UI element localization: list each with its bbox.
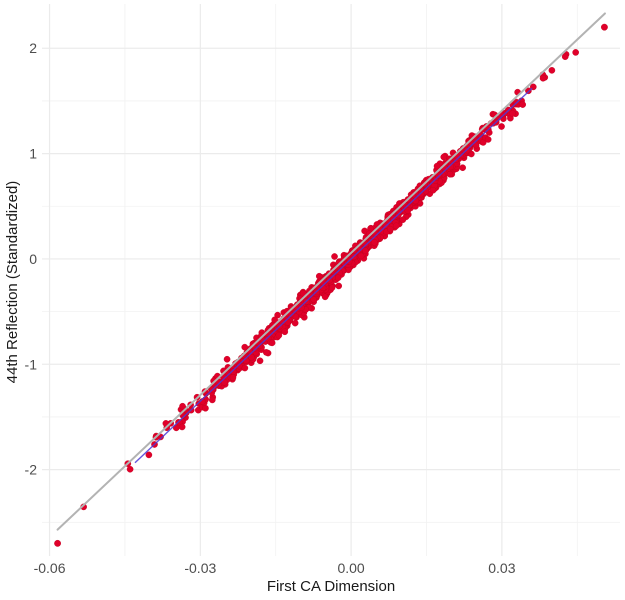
data-point — [334, 274, 342, 282]
x-axis-ticks: -0.06 -0.03 0.00 0.03 — [34, 560, 516, 576]
data-point — [539, 74, 547, 82]
outlier-point — [601, 23, 608, 31]
data-point — [223, 355, 231, 363]
y-tick-label: 1 — [29, 146, 37, 162]
data-point — [275, 331, 283, 339]
data-point — [274, 311, 281, 319]
data-point — [209, 396, 216, 404]
data-point — [291, 319, 299, 327]
data-point — [331, 253, 338, 260]
x-tick-label: 0.00 — [337, 560, 364, 576]
data-point — [440, 153, 448, 161]
trend-line-inner — [134, 87, 533, 464]
data-point — [561, 53, 569, 61]
y-tick-label: 0 — [29, 251, 37, 267]
data-point — [256, 357, 264, 365]
data-point — [202, 404, 209, 412]
data-point — [229, 368, 237, 375]
data-point — [404, 207, 412, 214]
data-point — [498, 123, 505, 130]
data-point — [399, 216, 407, 223]
data-point — [446, 170, 454, 178]
y-tick-label: -1 — [25, 356, 38, 372]
x-tick-label: -0.06 — [34, 560, 66, 576]
data-point — [263, 349, 270, 356]
major-gridlines — [42, 4, 620, 556]
data-point — [241, 343, 249, 351]
data-point — [328, 284, 336, 291]
data-point — [229, 374, 237, 381]
data-point — [126, 465, 134, 473]
data-point — [509, 110, 516, 117]
y-tick-label: -2 — [25, 462, 38, 478]
trend-line-outer — [56, 12, 606, 531]
data-point — [241, 364, 249, 372]
data-point — [281, 328, 289, 336]
x-tick-label: -0.03 — [184, 560, 216, 576]
minor-gridlines — [42, 4, 620, 556]
data-point — [429, 186, 437, 194]
data-point — [371, 239, 378, 246]
data-point — [484, 136, 492, 143]
x-axis-title: First CA Dimension — [267, 578, 395, 595]
data-point — [268, 339, 276, 347]
trend-line — [56, 12, 606, 531]
data-point — [387, 225, 394, 233]
data-point — [179, 402, 186, 410]
data-point — [392, 222, 400, 230]
data-point — [251, 344, 259, 352]
data-point — [357, 252, 365, 260]
data-point — [433, 162, 441, 170]
data-point — [299, 290, 307, 297]
outlier-point — [54, 539, 61, 547]
data-point — [145, 451, 153, 459]
data-point — [416, 185, 424, 193]
data-point — [178, 423, 186, 431]
data-point — [248, 354, 255, 361]
data-point — [459, 164, 466, 172]
data-point — [321, 293, 329, 301]
data-point — [335, 282, 343, 290]
data-point — [519, 101, 526, 108]
y-axis-title: 44th Reflection (Standardized) — [4, 181, 21, 384]
y-axis-ticks: -2 -1 0 1 2 — [25, 40, 38, 477]
data-point — [447, 163, 454, 171]
y-tick-label: 2 — [29, 40, 37, 56]
data-point — [310, 296, 317, 303]
x-tick-label: 0.03 — [488, 560, 515, 576]
data-point — [548, 67, 556, 74]
data-point — [512, 98, 520, 106]
data-point — [362, 247, 369, 254]
data-point — [434, 171, 442, 179]
data-point — [572, 49, 579, 56]
